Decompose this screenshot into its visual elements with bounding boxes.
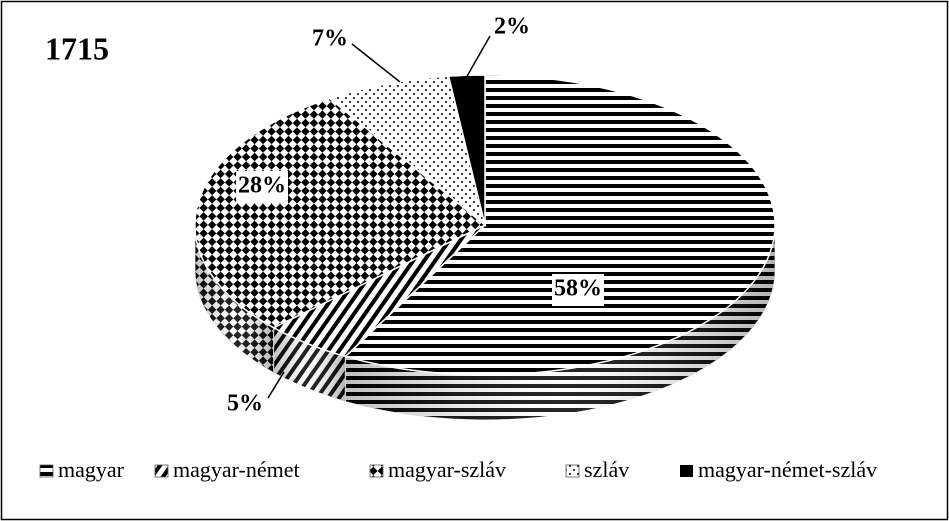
slice-side-shade [195,225,274,373]
leader-line [465,35,491,79]
slice [328,75,487,227]
leader-line [267,371,285,399]
legend-label: magyar-német-szláv [698,457,877,482]
data-label-box [226,389,264,421]
slice [194,97,487,329]
legend-label: magyar-szláv [388,457,506,482]
leader-line [351,43,401,83]
slice-side-shade [345,225,775,421]
legend-swatch [39,464,54,478]
legend-label: magyar [58,457,125,482]
slice [343,74,776,376]
data-label: 5% [227,391,263,417]
chart-title: 1715 [45,30,109,66]
legend-label: magyar-német [173,457,300,482]
legend-label: szláv [584,457,629,482]
data-label: 28% [238,173,286,199]
data-label: 2% [494,14,530,40]
data-label-box [311,24,349,56]
data-label-box [236,171,288,203]
legend-swatch [565,464,580,478]
data-label: 58% [554,276,602,302]
legend-swatch [154,464,169,478]
legend-swatch [369,464,384,478]
data-label-box [493,12,531,44]
data-label-box [552,274,604,306]
data-label: 7% [312,26,348,52]
slice-side-shade [273,327,346,402]
legend-swatch [680,465,693,477]
